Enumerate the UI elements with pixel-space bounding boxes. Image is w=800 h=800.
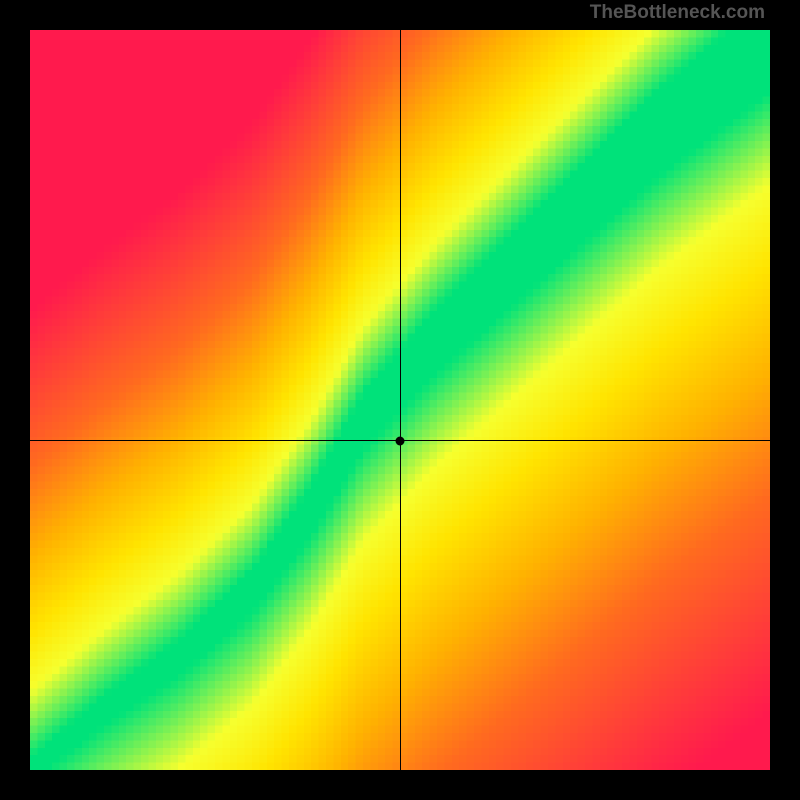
heatmap-plot-area: [30, 30, 770, 770]
chart-frame: TheBottleneck.com: [0, 0, 800, 800]
crosshair-vertical-line: [400, 30, 401, 770]
watermark-text: TheBottleneck.com: [590, 2, 765, 24]
crosshair-marker-dot[interactable]: [396, 436, 405, 445]
